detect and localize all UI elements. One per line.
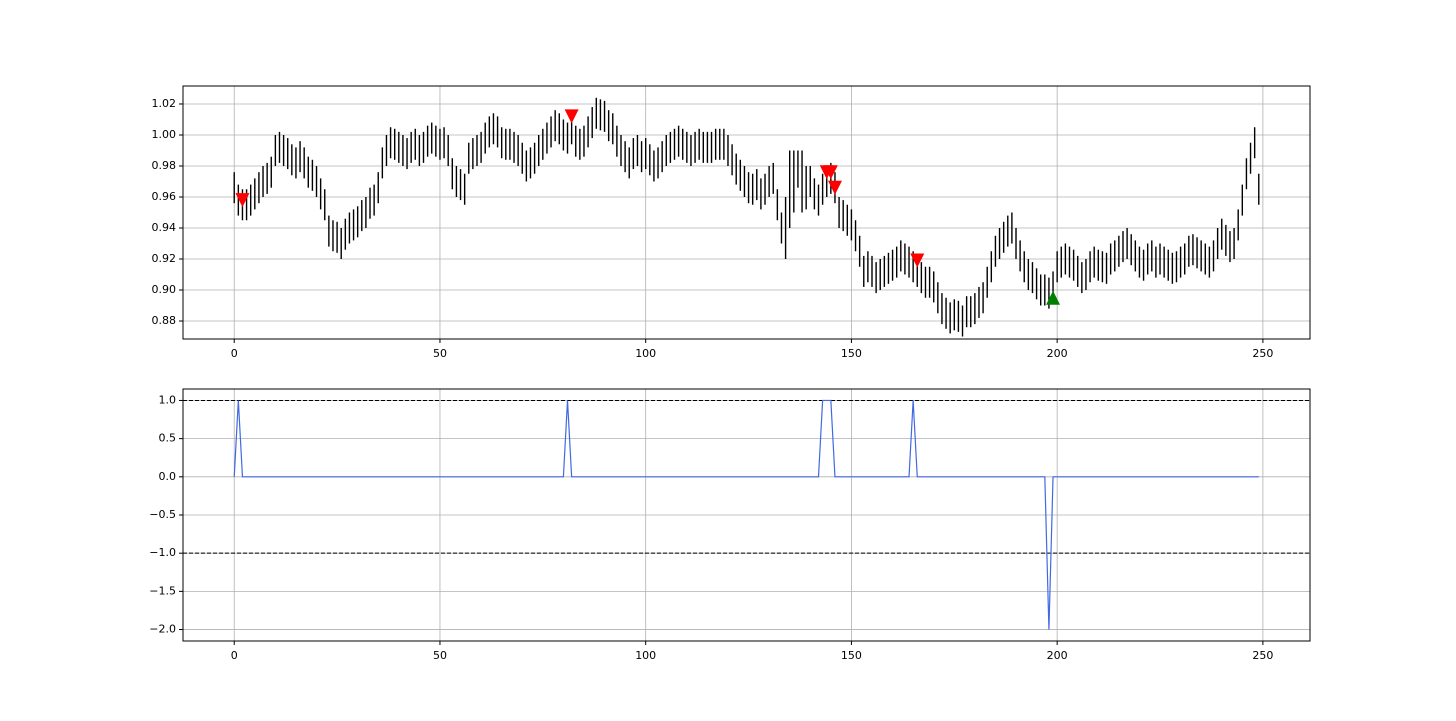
x-tick-label: 100: [635, 347, 656, 360]
x-tick-label: 50: [433, 649, 447, 662]
signal-marker: [823, 165, 838, 180]
signal-marker: [827, 180, 842, 195]
x-tick-label: 0: [231, 649, 238, 662]
y-tick-label: 0.92: [152, 252, 177, 265]
y-tick-label: 1.02: [152, 97, 177, 110]
x-tick-label: 250: [1252, 649, 1273, 662]
y-tick-label: 0.90: [152, 283, 177, 296]
x-tick-label: 200: [1047, 649, 1068, 662]
signal-line: [233, 399, 1259, 630]
y-tick-label: 0.98: [152, 159, 177, 172]
x-tick-label: 50: [433, 347, 447, 360]
axes-frame: [182, 388, 1311, 642]
y-tick-label: −2.0: [149, 623, 176, 636]
y-tick-label: 0.94: [152, 221, 177, 234]
y-tick-label: 0.0: [159, 470, 177, 483]
x-tick-label: 150: [841, 649, 862, 662]
x-tick-label: 250: [1252, 347, 1273, 360]
y-tick-label: 0.96: [152, 190, 177, 203]
y-tick-label: −1.5: [149, 584, 176, 597]
y-tick-label: −0.5: [149, 508, 176, 521]
signal-marker: [910, 253, 925, 268]
x-tick-label: 0: [231, 347, 238, 360]
signal-marker: [235, 193, 250, 208]
signal-marker: [564, 109, 579, 124]
y-tick-label: −1.0: [149, 546, 176, 559]
x-tick-label: 100: [635, 649, 656, 662]
x-tick-label: 200: [1047, 347, 1068, 360]
y-tick-label: 0.5: [159, 432, 177, 445]
y-tick-label: 1.00: [152, 128, 177, 141]
y-tick-label: 0.88: [152, 314, 177, 327]
signal-marker: [1046, 290, 1061, 305]
y-tick-label: 1.0: [159, 393, 177, 406]
axes-frame: [182, 85, 1311, 340]
x-tick-label: 150: [841, 347, 862, 360]
